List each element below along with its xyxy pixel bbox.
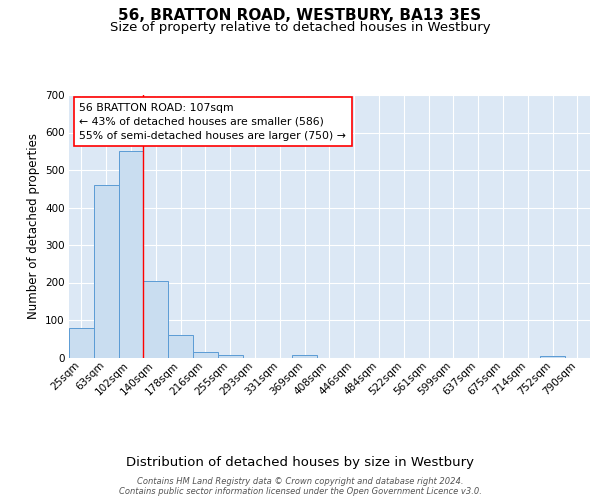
Bar — [168, 335, 193, 357]
Bar — [94, 185, 119, 358]
Bar — [218, 354, 242, 358]
Bar — [292, 354, 317, 358]
Text: 56, BRATTON ROAD, WESTBURY, BA13 3ES: 56, BRATTON ROAD, WESTBURY, BA13 3ES — [118, 8, 482, 22]
Text: 56 BRATTON ROAD: 107sqm
← 43% of detached houses are smaller (586)
55% of semi-d: 56 BRATTON ROAD: 107sqm ← 43% of detache… — [79, 103, 346, 141]
Bar — [193, 352, 218, 358]
Bar — [69, 328, 94, 358]
Text: Contains HM Land Registry data © Crown copyright and database right 2024.
Contai: Contains HM Land Registry data © Crown c… — [119, 476, 481, 496]
Bar — [540, 356, 565, 358]
Text: Distribution of detached houses by size in Westbury: Distribution of detached houses by size … — [126, 456, 474, 469]
Y-axis label: Number of detached properties: Number of detached properties — [26, 133, 40, 320]
Text: Size of property relative to detached houses in Westbury: Size of property relative to detached ho… — [110, 21, 490, 34]
Bar — [143, 280, 168, 357]
Bar — [119, 151, 143, 358]
